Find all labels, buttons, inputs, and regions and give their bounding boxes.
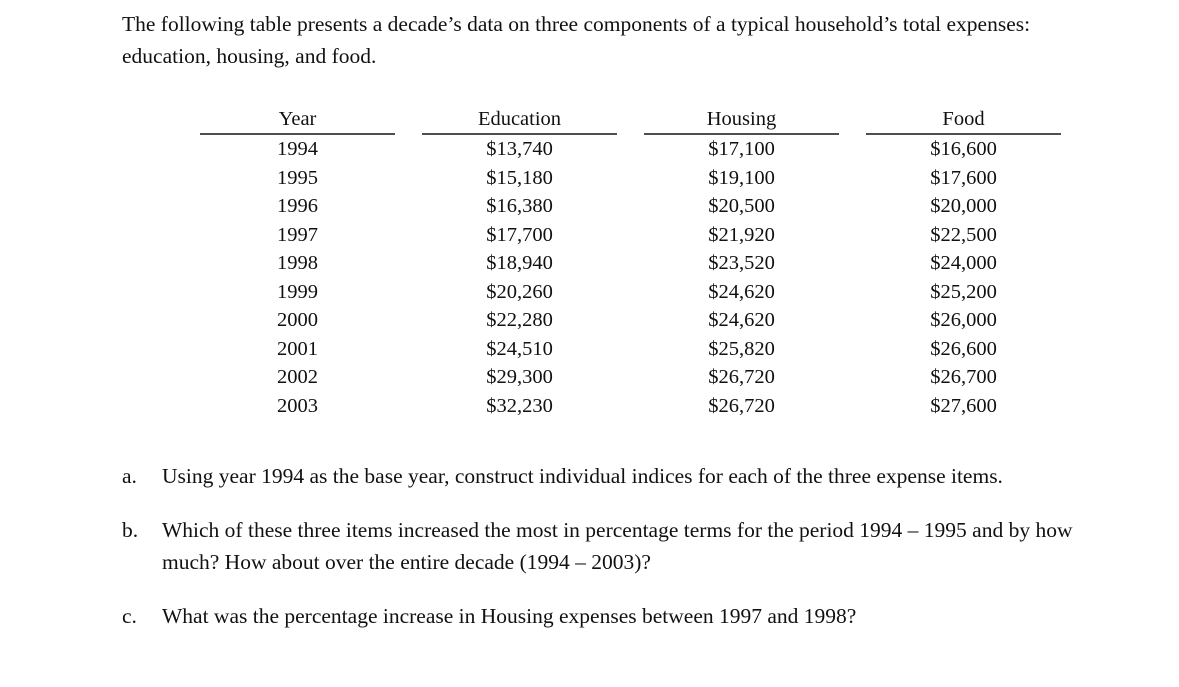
table-cell: $15,180 — [486, 166, 553, 189]
table-cell: $16,380 — [486, 195, 553, 217]
table-cell: $26,720 — [708, 366, 775, 388]
table-cell: 1998 — [277, 252, 318, 274]
table-cell: $17,700 — [486, 223, 553, 246]
column-header-year: Year — [200, 106, 395, 135]
table-cell: $26,000 — [930, 309, 997, 331]
table-cell: $20,000 — [930, 195, 997, 217]
table-cell: 1999 — [277, 280, 318, 303]
table-cell: $22,280 — [486, 309, 553, 331]
table-cell: $24,620 — [708, 309, 775, 331]
table-cell: $26,600 — [930, 337, 997, 360]
table-cell: $24,620 — [708, 280, 775, 303]
table-cell: $17,100 — [708, 138, 775, 160]
table-cell: 2001 — [277, 337, 318, 360]
expenses-table: Year Education Housing Food 1994 $13,740… — [200, 106, 1061, 420]
table-cell: $18,940 — [486, 252, 553, 274]
question-item-b: b. Which of these three items increased … — [122, 514, 1132, 578]
table-cell: 2000 — [277, 309, 318, 331]
column-header-food: Food — [866, 106, 1061, 135]
table-cell: $20,500 — [708, 195, 775, 217]
table-cell: $32,230 — [486, 394, 553, 417]
table-cell: $22,500 — [930, 223, 997, 246]
table-cell: $20,260 — [486, 280, 553, 303]
table-cell: $16,600 — [930, 138, 997, 160]
table-cell: 1997 — [277, 223, 318, 246]
question-label: a. — [122, 464, 137, 488]
table-cell: $17,600 — [930, 166, 997, 189]
question-item-a: a. Using year 1994 as the base year, con… — [122, 460, 1132, 492]
table-cell: $19,100 — [708, 166, 775, 189]
table-cell: $25,820 — [708, 337, 775, 360]
table-cell: 1996 — [277, 195, 318, 217]
table-cell: $13,740 — [486, 138, 553, 160]
table-cell: $24,000 — [930, 252, 997, 274]
table-cell: 2002 — [277, 366, 318, 388]
intro-paragraph: The following table presents a decade’s … — [122, 12, 1031, 68]
table-cell: $27,600 — [930, 394, 997, 417]
table-cell: $25,200 — [930, 280, 997, 303]
table-cell: $26,700 — [930, 366, 997, 388]
column-header-education: Education — [422, 106, 617, 135]
question-text: Using year 1994 as the base year, constr… — [162, 464, 1003, 488]
questions-list: a. Using year 1994 as the base year, con… — [122, 460, 1132, 632]
question-label: c. — [122, 604, 137, 628]
table-cell: $21,920 — [708, 223, 775, 246]
column-header-housing: Housing — [644, 106, 839, 135]
question-label: b. — [122, 518, 139, 542]
table-cell: $26,720 — [708, 394, 775, 417]
table-cell: $23,520 — [708, 252, 775, 274]
question-item-c: c. What was the percentage increase in H… — [122, 600, 1132, 632]
table-cell: 2003 — [277, 394, 318, 417]
table-cell: $24,510 — [486, 337, 553, 360]
table-cell: $29,300 — [486, 366, 553, 388]
question-text: What was the percentage increase in Hous… — [162, 604, 857, 628]
question-text: Which of these three items increased the… — [162, 518, 1073, 574]
table-cell: 1995 — [277, 166, 318, 189]
table-cell: 1994 — [277, 138, 318, 160]
